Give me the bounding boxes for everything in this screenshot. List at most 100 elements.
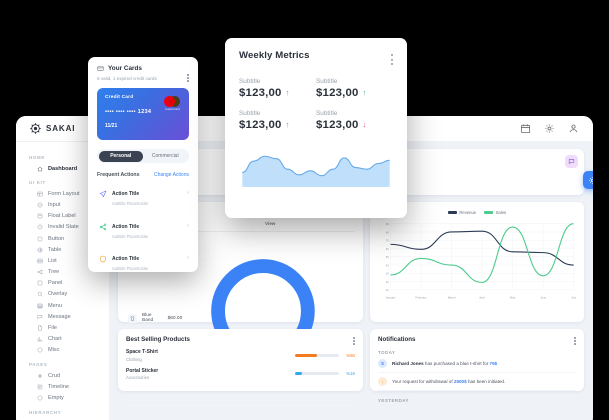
sidebar-item-form-layout[interactable]: Form Layout [16,188,109,199]
list-item[interactable]: Action Title Subtitle Placeholder › [97,178,189,210]
gear-icon[interactable] [544,123,555,134]
credit-card-visual[interactable]: Credit Card •••• •••• •••• 1234 11/21 ma… [97,88,189,140]
sidebar-section-label: HOME [29,155,45,160]
sidebar-section-label: UI KIT [29,180,46,186]
sidebar-item-timeline[interactable]: Timeline [16,381,109,392]
sidebar-item-label: Dashboard [48,165,78,172]
sidebar-item-file[interactable]: File [16,322,109,333]
card-type-segmented-control[interactable]: Personal Commercial [97,149,189,163]
segment-personal[interactable]: Personal [98,150,143,162]
sidebar-item-label: Form Layout [48,190,80,197]
sidebar-item-table[interactable]: Table [16,244,109,255]
list-item[interactable]: Action Title Subtitle Placeholder › [97,243,189,272]
empty-icon [37,395,43,401]
send-icon [99,190,107,198]
sidebar-item-tree[interactable]: Tree [16,267,109,278]
sakai-logo-icon [29,122,42,135]
sidebar-item-button[interactable]: Button [16,233,109,244]
sidebar-item-label: Misc [48,347,60,354]
product-category: Accessories [126,375,150,380]
settings-fab-button[interactable] [583,171,593,189]
metric-subtitle: Subtitle [239,78,261,85]
svg-text:30: 30 [386,272,390,276]
sidebar-item-invalid-state[interactable]: Invalid State [16,222,109,233]
weekly-metrics-grid: Subtitle $123,00 ↑ Subtitle $123,00 ↑ Subtitle… [239,78,393,131]
credit-card-icon [97,65,104,72]
svg-text:May: May [510,295,516,299]
svg-text:10: 10 [386,288,390,292]
best-selling-menu-icon[interactable] [353,337,355,345]
panel-icon [37,280,43,286]
change-actions-link[interactable]: Change Actions [153,172,189,178]
action-subtitle: Subtitle Placeholder [112,265,149,271]
sidebar-item-crud[interactable]: Crud [16,370,109,381]
crud-icon [37,373,43,379]
file-icon [37,325,43,331]
weekly-metrics-menu-icon[interactable] [390,54,393,66]
your-cards-menu-icon[interactable] [187,74,189,82]
legend-label: Revenue [459,210,477,215]
segment-commercial[interactable]: Commercial [151,152,179,159]
sidebar-item-label: Button [48,235,65,242]
action-subtitle: Subtitle Placeholder [112,233,149,239]
chart-legend[interactable]: Revenue Sales [377,210,577,215]
sidebar-item-input[interactable]: Input [16,199,109,210]
sidebar-item-label: Tree [48,269,60,276]
notification-item[interactable]: ↓ Your request for withdrawal of 2500$ ha… [378,373,576,391]
svg-text:June: June [540,295,546,299]
form-icon [37,191,43,197]
notification-item[interactable]: S Richard Jones has purchased a blue t-sh… [378,355,576,373]
list-icon [37,258,43,264]
invalid-state-icon [37,224,43,230]
your-cards-header: Your Cards [97,65,189,82]
credit-card-label: Credit Card [105,95,134,100]
sidebar-item-label: File [48,325,58,332]
column-header: View [185,215,355,232]
view-product-button[interactable] [187,409,353,420]
product-thumbnail [128,313,137,323]
legend-item[interactable]: Sales [484,210,506,215]
sidebar-item-float-label[interactable]: Float Label [16,211,109,222]
notification-group-label: YESTERDAY [378,398,409,403]
svg-text:70: 70 [386,239,390,243]
sidebar-item-chart[interactable]: Chart [16,334,109,345]
sidebar-item-overlay[interactable]: Overlay [16,289,109,300]
chevron-right-icon: › [187,222,189,229]
legend-swatch [447,210,457,215]
calendar-icon[interactable] [520,123,531,134]
metric-value: $123,00 [316,119,359,131]
notifications-title: Notifications [378,336,416,343]
frequent-actions-header: Frequent Actions Change Actions [97,172,189,178]
button-icon [37,236,43,242]
svg-text:60: 60 [386,247,390,251]
metric-value: $123,00 [239,87,282,99]
sidebar-item-menu[interactable]: Menu [16,300,109,311]
overlay-icon [37,291,43,297]
notification-group-label: TODAY [378,350,396,355]
progress-bar [295,372,339,376]
sidebar-item-panel[interactable]: Panel [16,278,109,289]
misc-icon [37,347,43,353]
list-item[interactable]: Action Title Subtitle Placeholder › [97,210,189,242]
legend-swatch [484,210,494,215]
notifications-menu-icon[interactable] [574,337,576,345]
metric-cell: Subtitle $123,00 ↑ [239,78,316,99]
sidebar-item-dashboard[interactable]: Dashboard [16,163,109,174]
svg-text:20: 20 [386,280,390,284]
table-row[interactable]: Blue Band$72.00 [126,405,355,420]
progress-bar [295,353,339,357]
sidebar-item-misc[interactable]: Misc [16,345,109,356]
notifications-card: Notifications TODAY S Richard Jones has pu… [370,329,584,403]
svg-text:February: February [415,295,427,299]
sidebar-item-empty[interactable]: Empty [16,392,109,403]
user-icon[interactable] [568,123,579,134]
sidebar-section-label: HIERARCHY [29,409,62,415]
sidebar-item-label: Input [48,201,61,208]
metric-value: $123,00 [239,119,282,131]
mastercard-name: mastercard [165,107,180,111]
brand-logo[interactable]: SAKAI [16,122,109,135]
sidebar-item-list[interactable]: List [16,255,109,266]
sidebar-item-message[interactable]: Message [16,311,109,322]
legend-item[interactable]: Revenue [447,210,477,215]
chevron-right-icon: › [187,255,189,262]
